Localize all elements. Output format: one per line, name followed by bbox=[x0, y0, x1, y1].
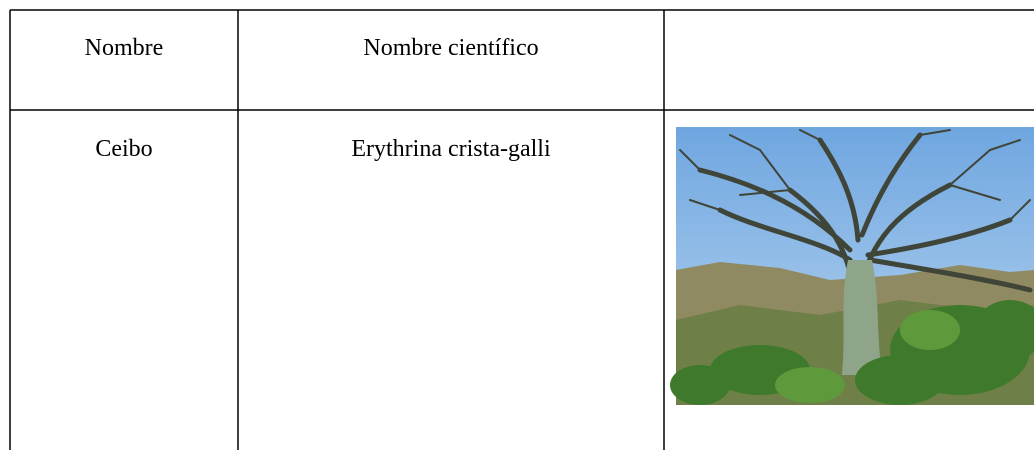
table-cell: Ceibo bbox=[95, 136, 152, 162]
header-cell: Nombre científico bbox=[363, 35, 538, 61]
header-cell: Nombre bbox=[85, 35, 164, 61]
table-cell: Erythrina crista-galli bbox=[351, 136, 551, 162]
tree-photo bbox=[670, 127, 1034, 405]
